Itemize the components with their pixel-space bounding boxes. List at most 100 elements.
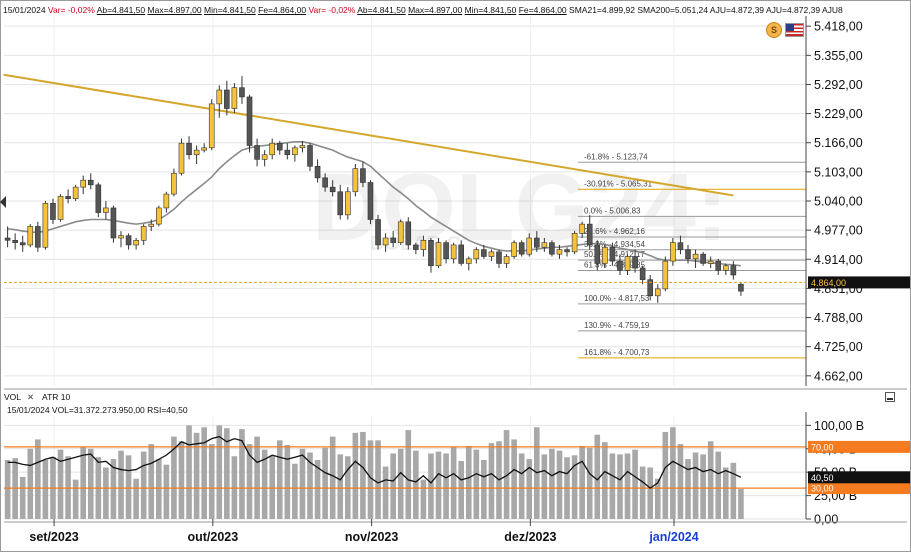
- volume-bar: [586, 447, 593, 519]
- candle-body: [118, 235, 124, 239]
- volume-bar: [450, 446, 457, 519]
- candle-body: [564, 249, 570, 253]
- volume-bar: [602, 442, 608, 519]
- candle-body: [473, 249, 480, 260]
- sma21-path: [7, 141, 742, 267]
- volume-bar: [186, 425, 192, 519]
- info-var-2: Var= -0,02%: [308, 5, 356, 15]
- volume-bar: [140, 451, 147, 519]
- maximize-panel-button[interactable]: [885, 392, 895, 402]
- symbol-s-icon[interactable]: S: [766, 22, 782, 38]
- close-icon[interactable]: ✕: [27, 392, 35, 402]
- volume-bar: [19, 476, 26, 519]
- time-tick-label: dez/2023: [504, 530, 556, 544]
- tab-atr[interactable]: ATR 10: [42, 392, 71, 402]
- info-ab-2: Ab=4.841,50: [357, 5, 406, 15]
- candle-body: [465, 258, 472, 264]
- volume-bar: [670, 427, 676, 519]
- candle-body: [269, 142, 276, 156]
- info-max: Max=4.897,00: [147, 5, 202, 15]
- indicator-tabs: VOL ✕ ATR 10: [4, 392, 76, 403]
- candle-body: [208, 103, 215, 149]
- candle-body: [337, 191, 344, 216]
- price-tick-label: 5.229,00: [814, 107, 863, 121]
- time-tick-label: set/2023: [29, 530, 78, 544]
- volume-bar: [292, 463, 298, 519]
- price-axis: 5.418,00 5.355,00 5.292,00 5.229,00 5.166,00…: [4, 16, 910, 390]
- price-tick-label: 4.662,00: [814, 369, 863, 383]
- candle-body: [231, 87, 238, 109]
- candle-body: [602, 246, 608, 264]
- tab-vol[interactable]: VOL: [4, 392, 22, 402]
- candle-body: [662, 260, 669, 290]
- candle-body: [624, 256, 631, 271]
- candle-body: [140, 226, 147, 241]
- candle-body: [4, 237, 11, 241]
- candle-body: [586, 223, 593, 246]
- volume-bar: [594, 434, 601, 519]
- candle-body: [639, 267, 646, 280]
- volume-bar: [125, 455, 132, 519]
- volume-bar: [261, 449, 268, 519]
- scroll-left-arrow-icon[interactable]: [0, 196, 6, 208]
- volume-bar: [4, 460, 11, 519]
- candle-body: [133, 240, 139, 246]
- volume-bar: [216, 425, 223, 519]
- candle-body: [292, 147, 298, 156]
- candle-body: [435, 242, 442, 267]
- info-date: 15/01/2024: [3, 5, 46, 15]
- last-price-label: 4.864,00: [811, 278, 846, 288]
- candle-body: [110, 207, 117, 239]
- volume-bar: [526, 459, 533, 519]
- candle-body: [27, 226, 34, 246]
- candle-body: [443, 242, 449, 260]
- price-grid: [4, 16, 806, 519]
- candle-body: [488, 251, 495, 257]
- volume-bar: [639, 466, 646, 519]
- candle-body: [594, 244, 601, 264]
- volume-bar: [269, 455, 275, 519]
- candle-body: [163, 193, 170, 209]
- price-tick-label: 4.914,00: [814, 253, 863, 267]
- candle-body: [344, 191, 351, 216]
- rsi-last-label: 40,50: [811, 473, 834, 483]
- sma21-line: [7, 141, 742, 267]
- candle-body: [692, 253, 699, 260]
- volume-bar: [299, 448, 306, 519]
- candle-body: [458, 244, 465, 264]
- volume-tick-label: 100,00 B: [814, 419, 864, 433]
- candle-body: [35, 226, 41, 248]
- volume-bar: [632, 449, 638, 519]
- candle-body: [571, 233, 578, 253]
- volume-bar: [685, 459, 691, 519]
- candle-body: [496, 251, 502, 264]
- candle-body: [397, 221, 404, 243]
- info-aju-3: AJU8: [821, 5, 843, 15]
- us-flag-icon[interactable]: [785, 23, 804, 37]
- volume-bar: [677, 444, 684, 519]
- volume-bar: [171, 436, 177, 519]
- rsi-line: [4, 435, 806, 489]
- candle-body: [148, 223, 155, 227]
- price-tick-label: 5.040,00: [814, 195, 863, 209]
- candle-body: [670, 242, 676, 262]
- candle-body: [518, 242, 525, 255]
- fib-level-label: 23.6% - 4.962,16: [584, 227, 645, 236]
- fib-level-label: 161.8% - 4.700,73: [584, 348, 650, 357]
- volume-bar: [700, 454, 706, 519]
- candle-body: [246, 96, 253, 146]
- info-aju-2: AJU=4.872,39: [765, 5, 821, 15]
- candle-body: [450, 244, 457, 260]
- fib-level-label: 61.8% - 4.889,85: [584, 260, 645, 269]
- volume-bar: [647, 467, 653, 519]
- volume-bar: [314, 460, 321, 519]
- candle-body: [103, 207, 109, 213]
- time-axis: set/2023 out/2023 nov/2023 dez/2023 jan/2024: [4, 519, 907, 544]
- volume-bar: [503, 430, 510, 519]
- candle-body: [685, 249, 691, 260]
- candle-body: [738, 283, 744, 292]
- candle-body: [72, 186, 79, 199]
- candle-body: [654, 288, 661, 297]
- volume-bar: [307, 452, 313, 519]
